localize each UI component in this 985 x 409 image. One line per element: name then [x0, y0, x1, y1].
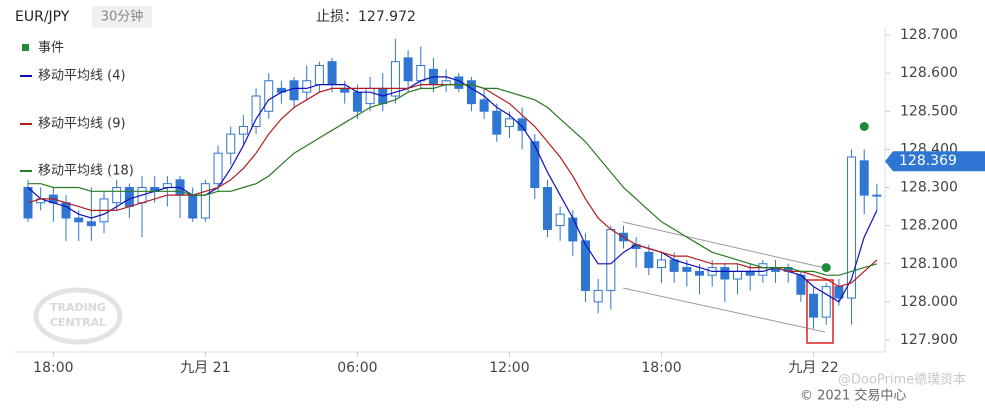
candle-body — [580, 240, 590, 291]
candle-body — [593, 289, 603, 303]
x-tick-label: 九月 22 — [788, 360, 838, 376]
moving-average-line — [27, 84, 878, 288]
candle-body — [86, 221, 96, 227]
candle-body — [758, 263, 768, 276]
x-tick-label: 12:00 — [489, 360, 529, 376]
candle-body — [695, 270, 705, 276]
candle-body — [74, 217, 84, 223]
timeframe-box — [92, 6, 152, 28]
x-tick-label: 九月 21 — [180, 360, 230, 376]
moving-average-line — [27, 76, 878, 303]
candle-body — [188, 194, 198, 219]
candle-body — [720, 267, 730, 280]
legend-label: 移动平均线 (4) — [38, 69, 126, 84]
candle-body — [644, 251, 654, 269]
candle-body — [542, 187, 552, 230]
candle-body — [504, 118, 514, 127]
candle-body — [352, 91, 362, 112]
source-watermark: @DooPrime德璞资本 — [838, 373, 966, 388]
candle-body — [416, 65, 426, 82]
candle-body — [466, 80, 476, 105]
candle-body — [682, 267, 692, 272]
copyright: © 2021 交易中心 — [800, 388, 906, 404]
candle-body — [733, 270, 743, 280]
candle-body — [264, 80, 274, 112]
candle-body — [492, 110, 502, 135]
candle-body — [821, 286, 831, 318]
last-price-label: 128.369 — [899, 153, 957, 169]
y-tick-label: 127.900 — [900, 332, 958, 348]
event-marker — [859, 122, 869, 131]
candle-body — [251, 95, 261, 127]
legend-label: 移动平均线 (18) — [38, 164, 134, 179]
candle-body — [112, 187, 122, 204]
channel-line — [622, 221, 826, 269]
candle-body — [302, 80, 312, 93]
candle-body — [327, 61, 337, 86]
y-tick-label: 128.300 — [900, 180, 958, 196]
legend-label: 事件 — [38, 41, 64, 56]
y-tick-label: 128.600 — [900, 65, 958, 81]
watermark-line: TRADING — [50, 301, 106, 314]
x-tick-label: 18:00 — [641, 360, 681, 376]
last-price-tag — [885, 151, 985, 172]
watermark-line: CENTRAL — [50, 316, 106, 329]
candle-body — [213, 152, 223, 185]
candle-body — [124, 187, 134, 208]
candle-body — [669, 259, 679, 272]
candle-body — [517, 118, 527, 131]
candle-body — [568, 217, 578, 242]
candle-body — [226, 133, 236, 154]
candle-body — [365, 87, 375, 105]
channel-line — [622, 287, 826, 333]
symbol: EUR/JPY — [15, 9, 70, 25]
legend-label: 移动平均线 (9) — [38, 117, 126, 132]
y-tick-label: 128.500 — [900, 103, 958, 119]
candle-body — [390, 61, 400, 97]
candle-body — [872, 194, 882, 197]
candle-body — [61, 202, 71, 219]
timeframe: 30分钟 — [101, 9, 144, 25]
candle-body — [606, 228, 616, 291]
candle-body — [314, 65, 324, 86]
candle-body — [809, 293, 819, 318]
candle-body — [555, 213, 565, 227]
candle-body — [289, 80, 299, 101]
event-marker — [821, 263, 831, 273]
candle-body — [859, 160, 869, 196]
x-tick-label: 06:00 — [337, 360, 377, 376]
y-tick-label: 128.700 — [900, 27, 958, 43]
moving-average-line — [28, 84, 878, 276]
candle-body — [441, 80, 451, 86]
candle-body — [479, 99, 489, 112]
candle-body — [200, 183, 210, 219]
watermark-logo: TRADING CENTRAL — [33, 287, 123, 345]
y-tick-label: 128.100 — [900, 256, 958, 272]
candle-body — [238, 126, 248, 135]
y-tick-label: 128.000 — [900, 294, 958, 310]
candle-body — [530, 141, 540, 188]
legend-marker — [22, 44, 29, 51]
y-tick-label: 128.200 — [900, 218, 958, 234]
stop-loss: 止损：127.972 — [316, 9, 416, 25]
highlight-box — [806, 279, 834, 344]
x-tick-label: 18:00 — [33, 360, 73, 376]
candle-body — [403, 57, 413, 82]
candle-body — [657, 259, 666, 269]
candle-body — [847, 156, 857, 299]
